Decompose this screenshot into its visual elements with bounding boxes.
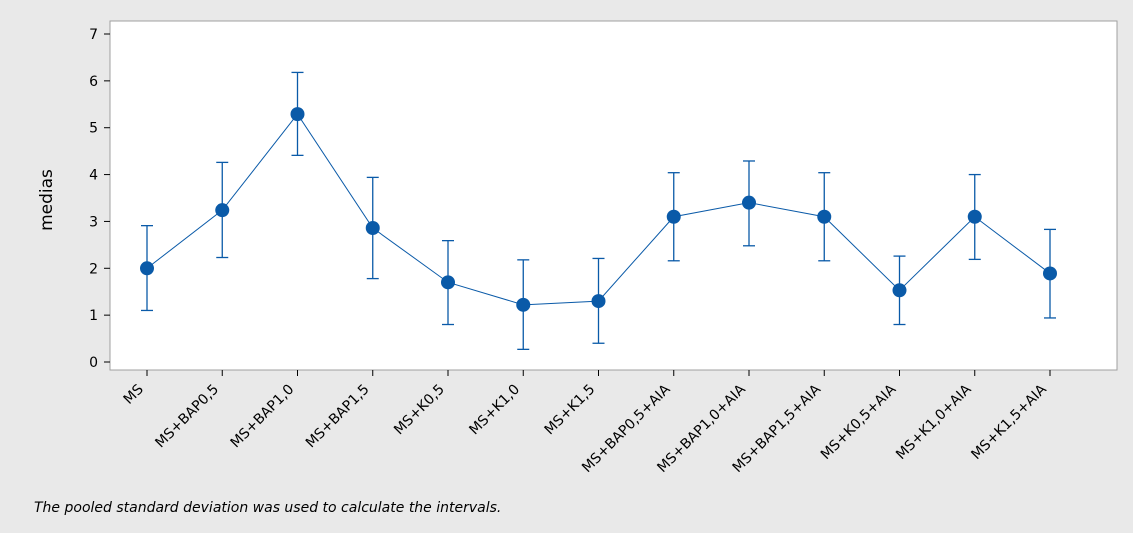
data-point-5: [516, 297, 531, 312]
data-point-1: [215, 203, 230, 218]
data-point-9: [817, 209, 832, 224]
y-axis-title: medias: [37, 169, 57, 231]
data-point-8: [742, 195, 756, 210]
data-point-7: [666, 209, 681, 224]
plot-area: [109, 20, 1118, 371]
y-tick-label-2: 2: [89, 261, 98, 277]
y-tick-label-4: 4: [89, 168, 98, 184]
x-axis: MS MS+BAP0,5 MS+BAP1,0 MS+BAP1,5 MS+K0,5 MS+K…: [121, 370, 1051, 476]
x-tick-label-1: MS+BAP0,5: [152, 382, 222, 452]
x-tick-label-2: MS+BAP1,0: [228, 382, 298, 452]
series-marks: [140, 71, 1057, 350]
data-point-0: [140, 261, 154, 276]
x-tick-label-10: MS+K0,5+AIA: [818, 381, 900, 463]
x-tick-label-4: MS+K0,5: [391, 382, 448, 439]
y-tick-label-0: 0: [89, 355, 98, 371]
data-point-3: [365, 220, 380, 235]
data-point-11: [967, 209, 982, 224]
y-axis: 0 1 2 3 4 5 6 7: [89, 27, 110, 371]
y-tick-label-3: 3: [89, 214, 98, 230]
y-tick-label-1: 1: [89, 308, 98, 324]
x-tick-label-12: MS+K1,5+AIA: [968, 381, 1050, 463]
data-point-2: [290, 107, 305, 122]
x-tick-label-0: MS: [121, 381, 147, 407]
x-tick-label-5: MS+K1,0: [466, 382, 523, 439]
data-point-6: [591, 294, 606, 309]
x-tick-label-11: MS+K1,0+AIA: [893, 381, 975, 463]
data-point-10: [892, 283, 907, 298]
y-tick-label-5: 5: [89, 121, 98, 137]
footnote: The pooled standard deviation was used t…: [34, 500, 502, 516]
data-point-12: [1043, 266, 1057, 281]
x-tick-label-3: MS+BAP1,5: [303, 382, 373, 452]
x-tick-label-6: MS+K1,5: [542, 382, 599, 439]
y-tick-label-6: 6: [89, 74, 98, 90]
data-point-4: [441, 275, 455, 290]
y-tick-label-7: 7: [89, 27, 98, 43]
